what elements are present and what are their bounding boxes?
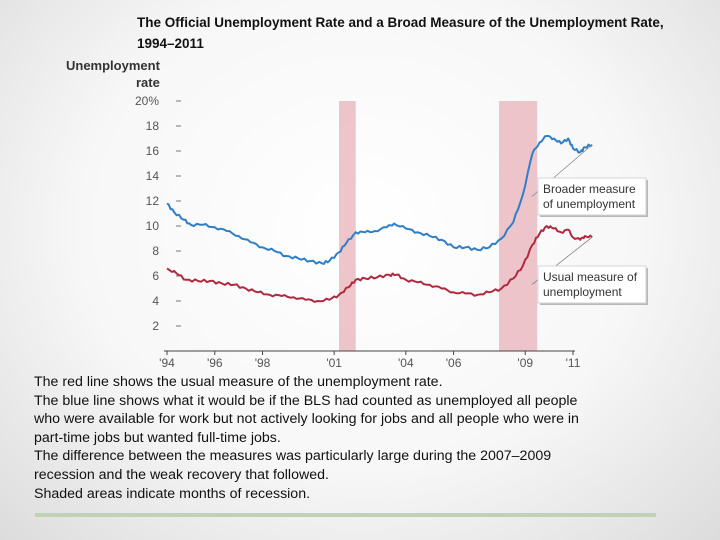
- y-axis-label-line-1: Unemployment: [66, 58, 161, 73]
- callout-label: Usual measure of: [543, 270, 638, 284]
- callout-label: of unemployment: [543, 197, 636, 211]
- recession-shading: [339, 101, 538, 351]
- caption-line: recession and the weak recovery that fol…: [34, 466, 329, 483]
- broader-measure-line: [166, 135, 593, 265]
- y-tick-label: 2: [152, 319, 159, 333]
- x-tick-label: '09: [517, 356, 533, 370]
- callout-label: Broader measure: [543, 182, 636, 196]
- caption-line: The blue line shows what it would be if …: [34, 392, 578, 409]
- caption-line: who were available for work but not acti…: [34, 411, 579, 428]
- x-tick-label: '96: [207, 356, 223, 370]
- chart-title-line-2: 1994–2011: [137, 36, 204, 51]
- y-tick-label: 18: [146, 119, 160, 133]
- y-tick-label: 20%: [135, 94, 159, 108]
- x-tick-label: '01: [326, 356, 342, 370]
- y-tick-label: 6: [152, 269, 159, 283]
- unemployment-chart: The Official Unemployment Rate and a Bro…: [66, 15, 664, 370]
- callout-label: unemployment: [543, 285, 622, 299]
- y-axis-label-line-2: rate: [136, 75, 160, 90]
- series-lines: [166, 135, 593, 303]
- caption-line: The red line shows the usual measure of …: [34, 374, 443, 390]
- recession-band: [339, 101, 356, 351]
- y-tick-label: 16: [146, 144, 160, 158]
- caption-line: The difference between the measures was …: [34, 448, 552, 465]
- y-tick-label: 14: [146, 169, 160, 183]
- x-tick-label: '11: [566, 356, 581, 370]
- x-tick-label: '06: [446, 356, 462, 370]
- axes: 20% 18 16 14 12 10 8 6 4 2 '94 '96 '98 '01 '04 '06 '09 '1…: [135, 94, 581, 370]
- caption-line: part-time jobs but wanted full-time jobs…: [34, 429, 281, 446]
- chart-title-line-1: The Official Unemployment Rate and a Bro…: [137, 15, 664, 30]
- y-tick-label: 8: [152, 244, 159, 258]
- x-tick-label: '94: [159, 356, 175, 370]
- y-tick-label: 4: [152, 294, 159, 308]
- usual-measure-line: [166, 225, 593, 303]
- recession-band: [499, 101, 538, 351]
- callout-box: [537, 177, 647, 216]
- x-tick-label: '04: [398, 356, 414, 370]
- y-tick-label: 12: [146, 194, 160, 208]
- caption: The red line shows the usual measure of …: [34, 373, 664, 503]
- caption-line: Shaded areas indicate months of recessio…: [34, 485, 311, 502]
- callout-box: [537, 265, 647, 304]
- x-tick-label: '98: [255, 356, 271, 370]
- y-tick-label: 10: [146, 219, 160, 233]
- divider-rule: [35, 513, 656, 517]
